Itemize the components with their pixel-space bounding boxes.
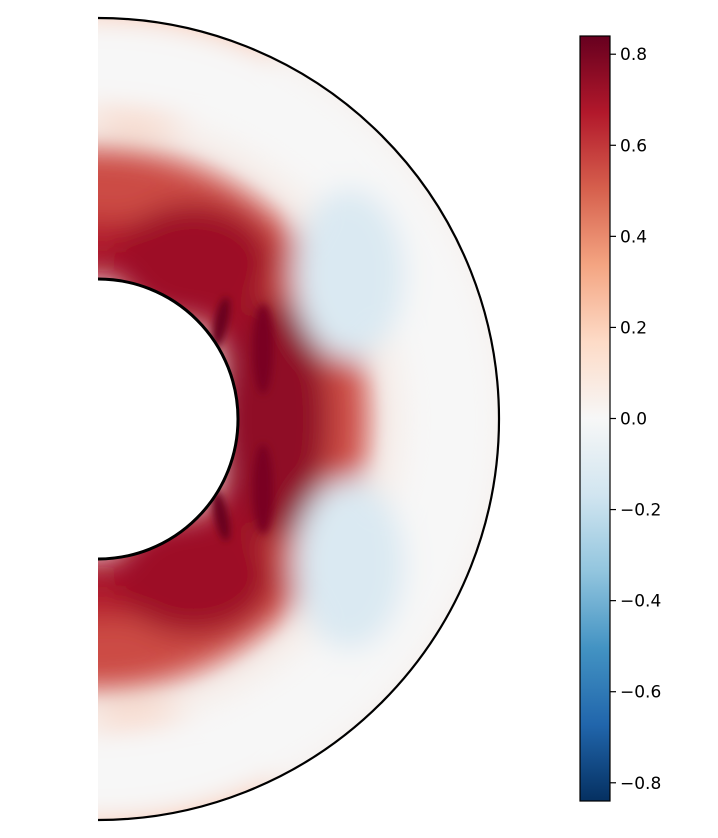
colorbar-gradient: [579, 35, 611, 802]
midlat-red-0: [113, 203, 274, 324]
inner-boundary: [97, 277, 240, 561]
colorbar-tick-label: 0.0: [620, 410, 647, 430]
dark-streak-0: [212, 296, 230, 348]
colorbar-tick-label: 0.6: [620, 136, 647, 156]
blue-patch-1: [294, 479, 405, 649]
colorbar: 0.8 0.6 0.4 0.2 0.0 −0.2 −0.4 −0.6 −0.8: [579, 35, 661, 802]
colorbar-tick-label: 0.8: [620, 45, 647, 65]
dark-streak-1: [212, 490, 230, 542]
outer-white-ring: [98, 18, 499, 820]
colorbar-tick-label: 0.2: [620, 318, 647, 338]
colorbar-tick-label: −0.6: [620, 683, 661, 703]
colorbar-tick-label: −0.2: [620, 501, 661, 521]
red-band-2: [98, 149, 368, 689]
colorbar-tick-label: −0.4: [620, 592, 661, 612]
blue-patch-0: [294, 189, 405, 359]
colorbar-tick-label: −0.8: [620, 774, 661, 794]
equator-bulge: [218, 299, 328, 539]
equator-streak: [253, 304, 273, 394]
equator-streak-2: [253, 444, 273, 534]
midlat-red-1: [113, 514, 274, 635]
colorbar-tick-label: 0.4: [620, 227, 647, 247]
outer-boundary: [97, 16, 501, 822]
